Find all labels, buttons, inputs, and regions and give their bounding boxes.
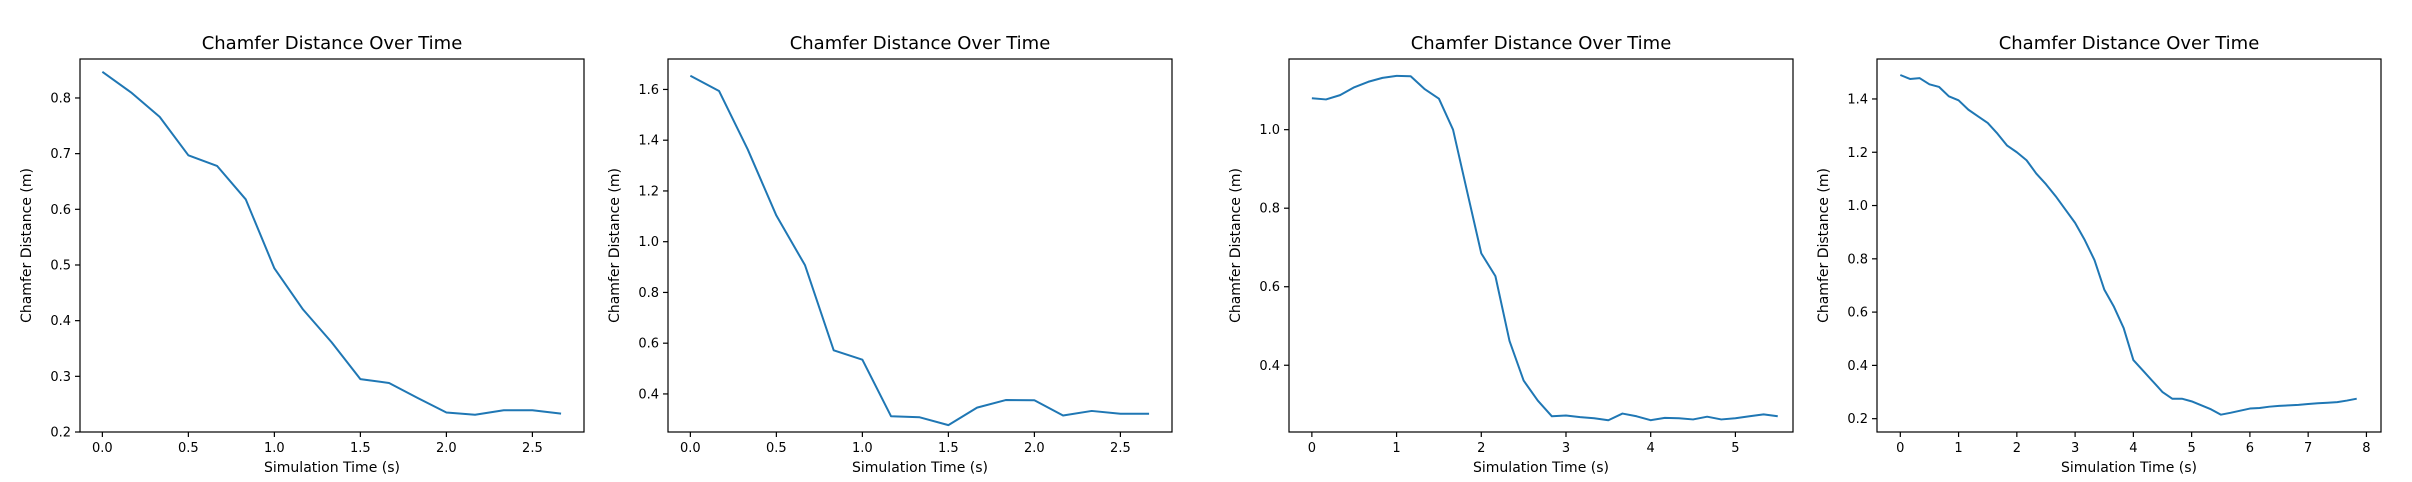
x-tick-label: 0 [1896,441,1904,456]
plot-area-frame [1288,58,1794,433]
x-tick-label: 0 [1308,441,1316,456]
y-tick-label: 0.4 [1847,359,1868,374]
x-axis-label: Simulation Time (s) [2061,460,2197,476]
y-tick-label: 0.6 [1259,280,1280,295]
x-tick-label: 1.0 [264,441,285,456]
x-tick-label: 6 [2246,441,2254,456]
x-tick-label: 4 [1647,441,1655,456]
y-tick-label: 0.3 [50,370,71,385]
plot-area-frame [1876,58,2382,433]
y-tick-label: 1.0 [638,235,659,250]
y-tick-label: 1.4 [1847,92,1868,107]
x-tick-label: 1 [1392,441,1400,456]
y-tick-label: 0.6 [638,337,659,352]
series-line [1899,74,2357,416]
y-tick-label: 0.6 [1847,306,1868,321]
y-tick-label: 1.2 [1847,146,1868,161]
chart-panel-2: Chamfer Distance Over Time 0.0 0.5 1.0 1.5 2.… [607,33,1173,476]
chart-title: Chamfer Distance Over Time [790,33,1051,54]
plot-area-frame [79,58,585,433]
y-tick-label: 0.6 [50,203,71,218]
x-tick-label: 7 [2304,441,2312,456]
y-tick-label: 0.8 [638,286,659,301]
y-tick-label: 0.4 [50,314,71,329]
y-tick-label: 1.0 [1259,123,1280,138]
chart-title: Chamfer Distance Over Time [1411,33,1672,54]
plot-area-frame [667,58,1173,433]
chart-panel-3: Chamfer Distance Over Time 0 1 2 3 4 5 0.4 0.6 0.… [1228,33,1794,476]
y-tick-label: 0.7 [50,147,71,162]
y-axis-label: Chamfer Distance (m) [607,168,623,323]
y-axis-label: Chamfer Distance (m) [19,168,35,323]
x-tick-label: 5 [1731,441,1739,456]
x-tick-label: 2.5 [1110,441,1131,456]
x-tick-label: 1.0 [852,441,873,456]
x-axis-label: Simulation Time (s) [264,460,400,476]
x-tick-label: 8 [2362,441,2370,456]
chart-panel-4: Chamfer Distance Over Time 0 1 2 3 4 5 6 7 8 0.2 0.… [1816,33,2382,476]
chart-panel-1: Chamfer Distance Over Time 0.0 0.5 1.0 1.5 2.… [19,33,585,476]
x-tick-label: 3 [1562,441,1570,456]
y-tick-label: 0.8 [1847,252,1868,267]
x-tick-label: 1.5 [350,441,371,456]
chart-title: Chamfer Distance Over Time [1999,33,2260,54]
y-tick-label: 1.2 [638,184,659,199]
y-tick-label: 1.4 [638,134,659,149]
y-axis-label: Chamfer Distance (m) [1816,168,1832,323]
y-tick-label: 0.8 [50,91,71,106]
series-line [101,70,562,416]
x-tick-label: 0.5 [178,441,199,456]
y-tick-label: 0.4 [638,387,659,402]
y-tick-label: 0.2 [1847,412,1868,427]
x-axis-label: Simulation Time (s) [852,460,988,476]
x-tick-label: 1.5 [938,441,959,456]
y-tick-label: 0.5 [50,258,71,273]
x-axis-label: Simulation Time (s) [1473,460,1609,476]
x-tick-label: 0.5 [766,441,787,456]
x-tick-label: 5 [2187,441,2195,456]
y-tick-label: 1.0 [1847,199,1868,214]
x-tick-label: 2 [2013,441,2021,456]
chart-title: Chamfer Distance Over Time [202,33,463,54]
x-tick-label: 2.0 [436,441,457,456]
y-tick-label: 0.2 [50,426,71,441]
y-tick-label: 1.6 [638,83,659,98]
y-axis-label: Chamfer Distance (m) [1228,168,1244,323]
x-tick-label: 1 [1954,441,1962,456]
x-tick-label: 2 [1477,441,1485,456]
x-tick-label: 3 [2071,441,2079,456]
y-tick-label: 0.8 [1259,202,1280,217]
x-tick-label: 4 [2129,441,2137,456]
series-line [1311,74,1778,422]
y-tick-label: 0.4 [1259,359,1280,374]
x-tick-label: 2.5 [522,441,543,456]
series-line [689,74,1150,427]
x-tick-label: 2.0 [1024,441,1045,456]
x-tick-label: 0.0 [680,441,701,456]
x-tick-label: 0.0 [92,441,113,456]
